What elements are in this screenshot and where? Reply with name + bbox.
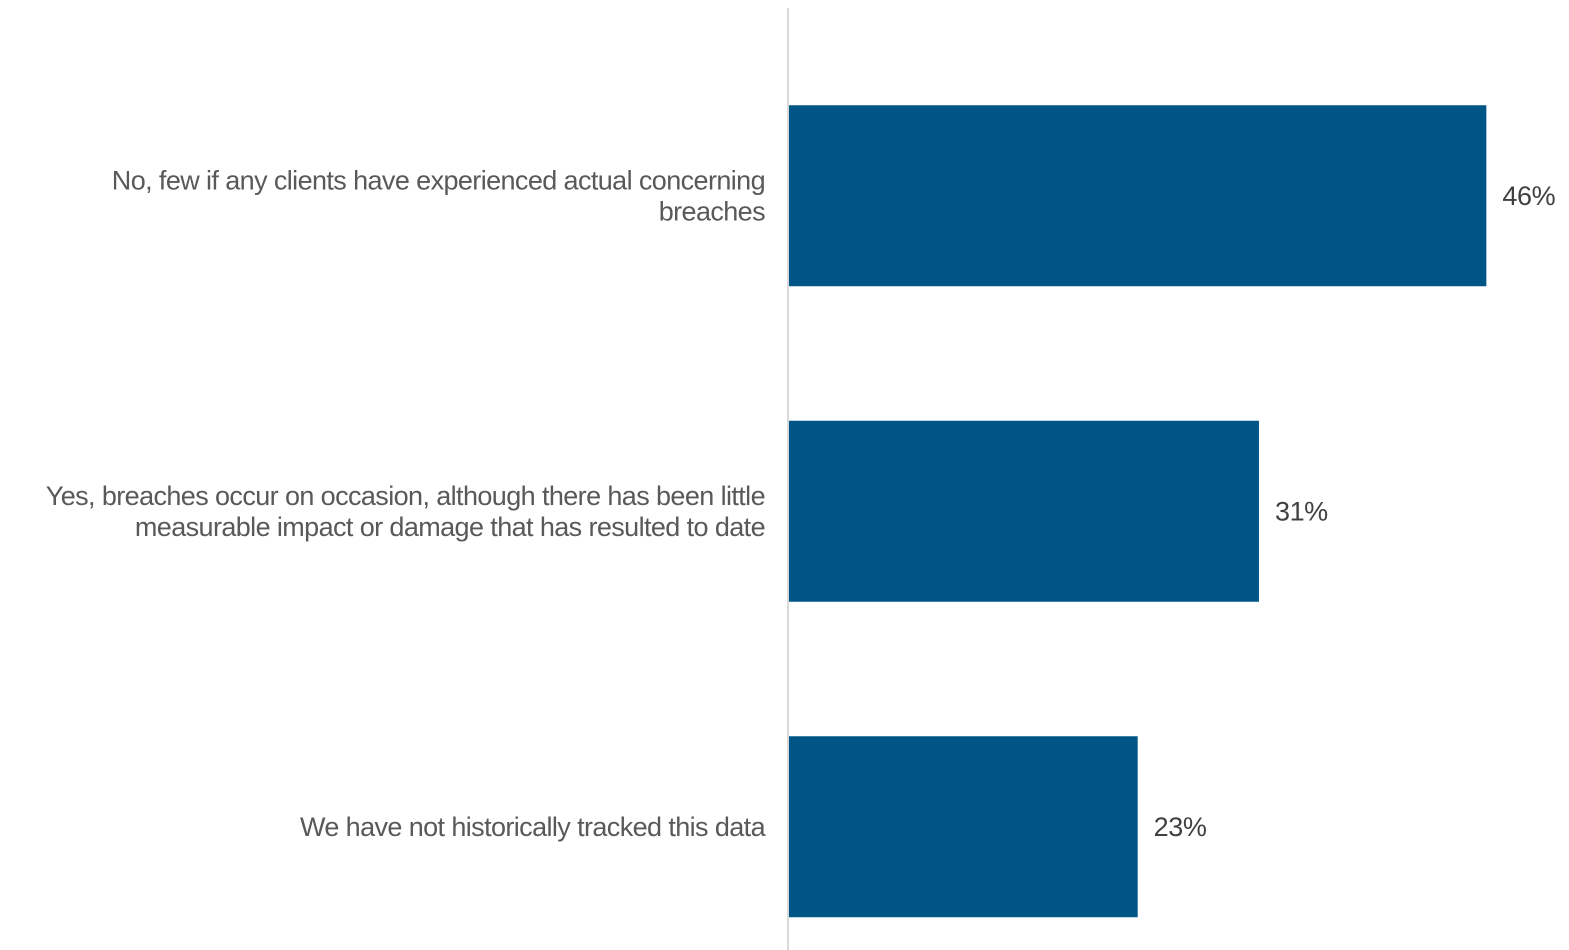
category-label-1-line-0: Yes, breaches occur on occasion, althoug… bbox=[46, 481, 765, 511]
category-label-0: No, few if any clients have experienced … bbox=[112, 165, 765, 226]
category-label-1: Yes, breaches occur on occasion, althoug… bbox=[46, 481, 765, 542]
category-labels-group: No, few if any clients have experienced … bbox=[46, 165, 767, 842]
value-label-0: 46% bbox=[1502, 181, 1555, 211]
category-label-2: We have not historically tracked this da… bbox=[300, 812, 767, 842]
bars-group bbox=[789, 105, 1487, 918]
category-label-0-line-0: No, few if any clients have experienced … bbox=[112, 165, 765, 195]
category-label-2-line-0: We have not historically tracked this da… bbox=[300, 812, 767, 842]
bar-1 bbox=[789, 420, 1259, 602]
category-label-0-line-1: breaches bbox=[659, 196, 765, 226]
value-label-1: 31% bbox=[1275, 496, 1328, 526]
value-labels-group: 46% 31% 23% bbox=[1154, 181, 1556, 842]
value-label-2: 23% bbox=[1154, 812, 1207, 842]
category-label-1-line-1: measurable impact or damage that has res… bbox=[135, 512, 765, 542]
bar-2 bbox=[789, 736, 1138, 918]
bar-0 bbox=[789, 105, 1487, 287]
